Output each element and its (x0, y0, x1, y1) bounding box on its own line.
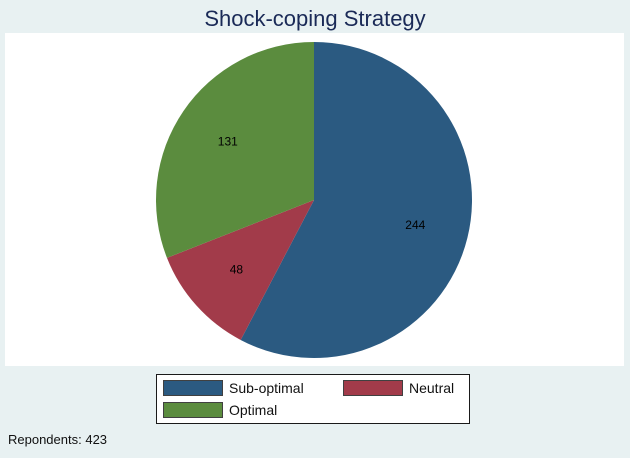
pie-slice-optimal (155, 42, 314, 258)
slice-label-optimal: 131 (218, 134, 238, 148)
chart-title: Shock-coping Strategy (204, 6, 426, 31)
slice-label-sub-optimal: 244 (405, 218, 425, 232)
legend: Sub-optimal Neutral Optimal (156, 374, 470, 424)
legend-label-neutral: Neutral (409, 380, 455, 396)
pie-slice-neutral (166, 200, 314, 340)
respondents-note: Repondents: 423 (8, 432, 108, 447)
slice-label-neutral: 48 (230, 263, 244, 277)
plot-area: 244 48 131 (5, 33, 624, 366)
legend-label-sub-optimal: Sub-optimal (229, 380, 304, 396)
legend-label-optimal: Optimal (229, 402, 278, 418)
pie-chart: 244 48 131 (155, 42, 473, 358)
legend-swatch-sub-optimal (163, 380, 223, 396)
legend-swatch-neutral (343, 380, 403, 396)
pie-slice-sub-optimal (240, 42, 473, 358)
legend-swatch-optimal (163, 402, 223, 418)
